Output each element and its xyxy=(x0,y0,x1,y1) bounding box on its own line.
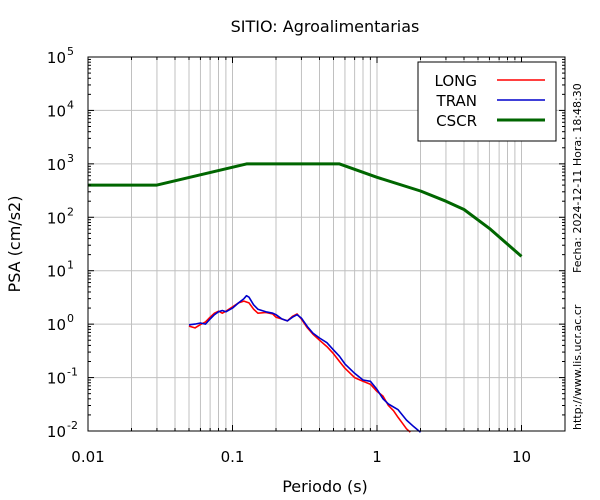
grid-lines xyxy=(87,56,566,432)
date-time-label: Fecha: 2024-12-11 Hora: 18:48:30 xyxy=(571,83,584,273)
legend-label-cscr: CSCR xyxy=(436,112,477,130)
y-tick-exponent: 5 xyxy=(67,45,74,58)
y-tick-exponent: 1 xyxy=(67,259,74,272)
x-tick-labels: 0.01 0.1 1 10 xyxy=(71,448,531,466)
legend-label-long: LONG xyxy=(435,72,477,90)
y-tick-exponent: 2 xyxy=(67,205,74,218)
y-tick-exponent: 4 xyxy=(67,98,74,111)
y-tick-exponent: 3 xyxy=(67,152,74,165)
series-tran-line xyxy=(188,294,422,433)
series-cscr-line xyxy=(88,162,523,258)
x-tick-label: 1 xyxy=(372,448,382,466)
y-tick-exponent: -1 xyxy=(67,366,78,379)
x-tick-label: 10 xyxy=(512,448,531,466)
x-tick-label: 0.01 xyxy=(71,448,104,466)
legend-label-tran: TRAN xyxy=(436,92,477,110)
y-tick-label: 10 xyxy=(47,316,66,334)
y-tick-label: 10 xyxy=(47,156,66,174)
y-tick-label: 10 xyxy=(47,102,66,120)
y-tick-exponent: 0 xyxy=(67,312,74,325)
series-layer xyxy=(88,162,523,433)
y-tick-label: 10 xyxy=(47,49,66,67)
legend-items: LONG TRAN CSCR xyxy=(435,72,545,130)
legend-box xyxy=(417,61,557,142)
legend: LONG TRAN CSCR xyxy=(417,61,557,142)
url-label: http://www.lis.ucr.ac.cr xyxy=(571,304,584,430)
chart-title: SITIO: Agroalimentarias xyxy=(231,17,420,36)
x-axis-label: Periodo (s) xyxy=(282,477,368,496)
y-tick-label: 10 xyxy=(47,263,66,281)
y-tick-exponent: -2 xyxy=(67,419,78,432)
y-tick-label: 10 xyxy=(47,209,66,227)
x-tick-label: 0.1 xyxy=(221,448,245,466)
tick-marks xyxy=(87,56,566,432)
plot-frame xyxy=(87,56,566,432)
y-tick-label: 10 xyxy=(47,423,66,441)
y-tick-label: 10 xyxy=(47,370,66,388)
y-axis-label: PSA (cm/s2) xyxy=(5,196,24,293)
